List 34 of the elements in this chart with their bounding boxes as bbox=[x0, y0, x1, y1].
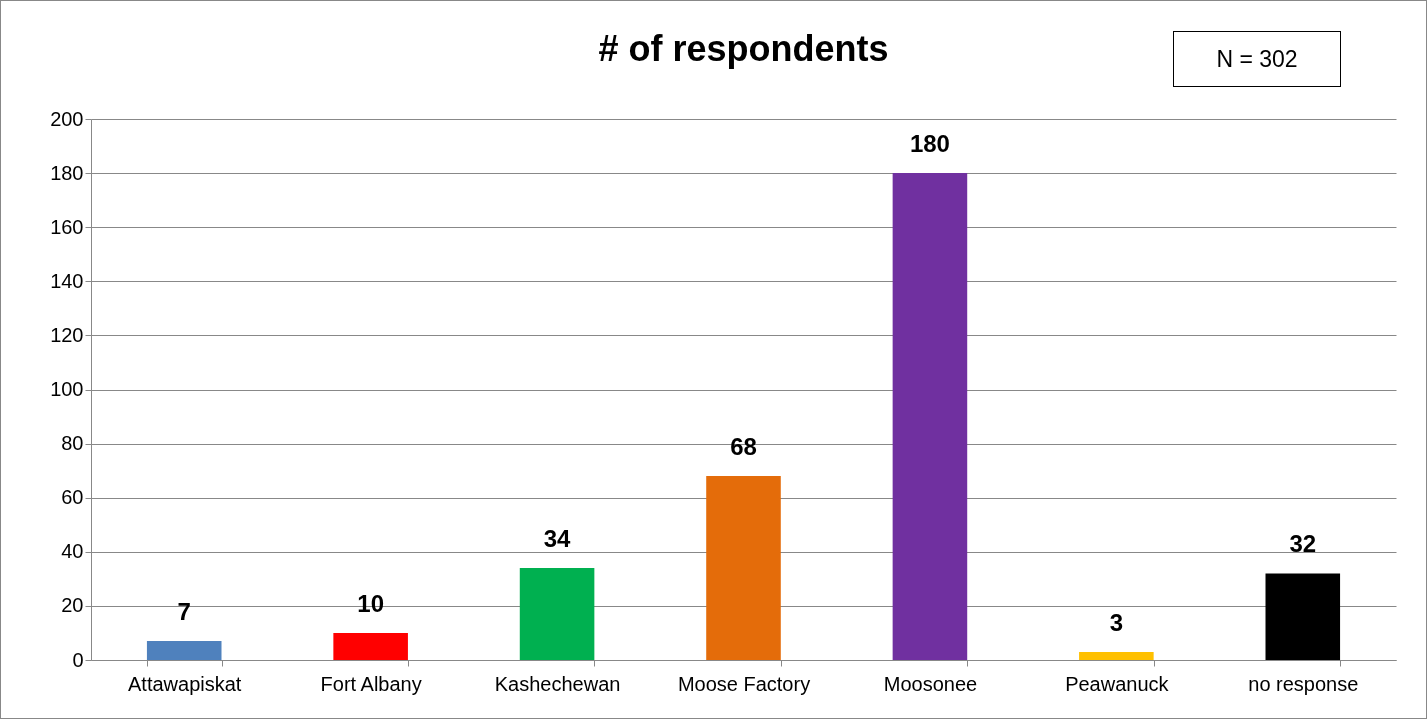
data-label: 68 bbox=[730, 433, 757, 461]
bar bbox=[333, 632, 408, 660]
x-tick-label: Attawapiskat bbox=[128, 672, 242, 695]
data-label: 3 bbox=[1109, 608, 1124, 636]
x-tick-label: Fort Albany bbox=[320, 672, 422, 695]
y-tick-label: 40 bbox=[61, 540, 84, 563]
y-tick-label: 80 bbox=[61, 432, 84, 455]
y-tick-label: 140 bbox=[50, 269, 84, 292]
y-tick-label: 160 bbox=[50, 215, 84, 238]
x-tick-label: Kashechewan bbox=[494, 672, 621, 695]
data-label: 10 bbox=[357, 589, 384, 617]
data-label: 34 bbox=[543, 525, 572, 553]
bar bbox=[706, 476, 781, 660]
y-tick-label: 200 bbox=[50, 107, 84, 130]
x-tick-label: no response bbox=[1248, 672, 1359, 695]
y-tick-label: 180 bbox=[50, 161, 84, 184]
x-tick-label: Moose Factory bbox=[677, 672, 811, 695]
x-tick-label: Peawanuck bbox=[1065, 672, 1170, 695]
y-tick-label: 100 bbox=[50, 378, 84, 400]
y-tick-label: 120 bbox=[50, 323, 84, 346]
x-tick-label: Moosonee bbox=[883, 672, 978, 695]
text: N = 302 bbox=[1173, 31, 1341, 87]
chart-title: # of respondents bbox=[598, 28, 889, 69]
bar bbox=[1079, 651, 1154, 660]
y-tick-label: 20 bbox=[61, 594, 84, 617]
bar bbox=[1265, 573, 1341, 660]
y-tick-label: 60 bbox=[61, 486, 84, 509]
data-label: 7 bbox=[177, 598, 191, 626]
data-label: 32 bbox=[1289, 530, 1317, 558]
data-label: 180 bbox=[909, 130, 950, 158]
bar bbox=[892, 173, 968, 660]
y-tick-label: 0 bbox=[72, 648, 84, 671]
bar bbox=[519, 568, 595, 660]
bar bbox=[146, 641, 222, 660]
